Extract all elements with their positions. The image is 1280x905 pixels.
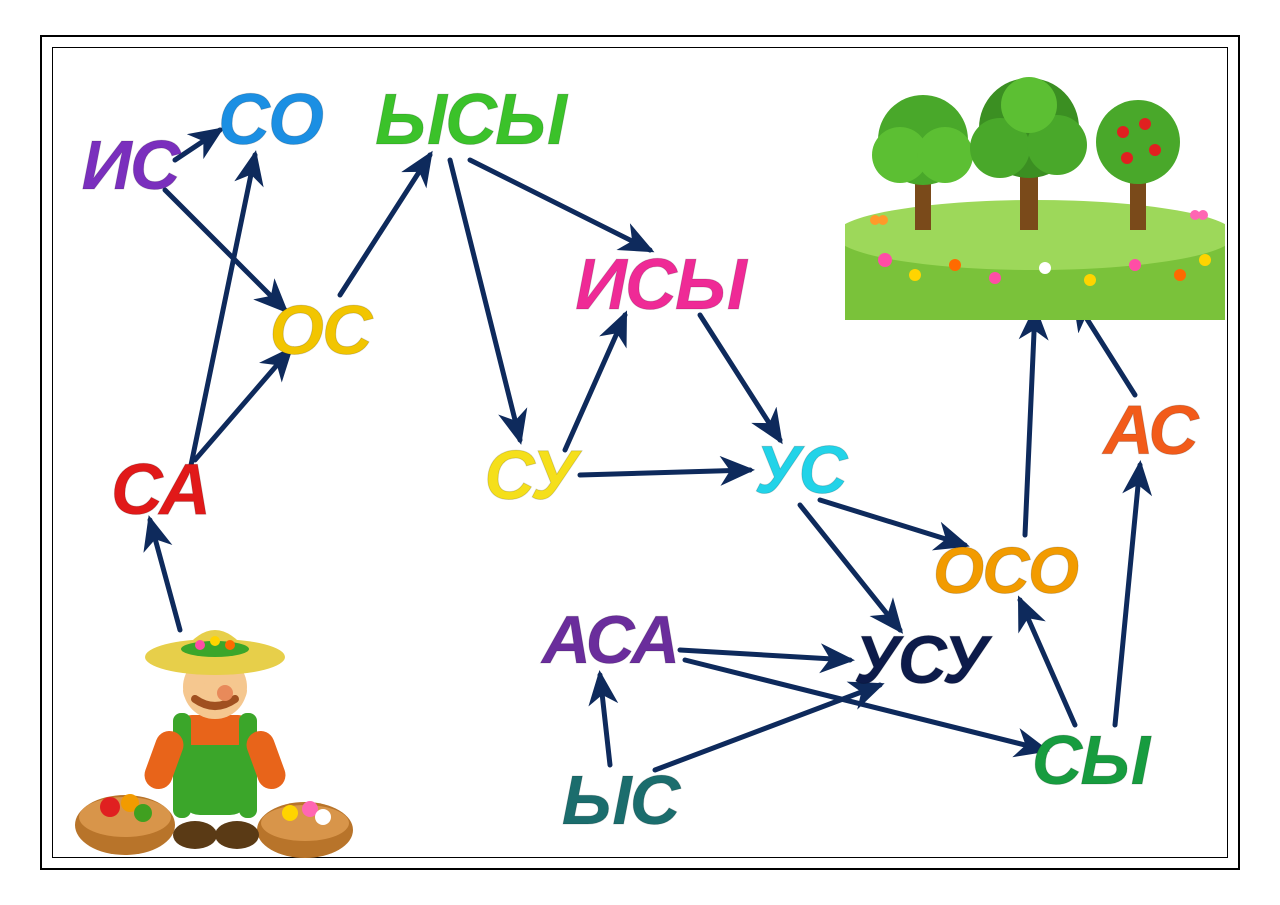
syllable-su: СУ [484,435,575,515]
syllable-so: СО [218,79,322,161]
syllable-os: ОС [270,290,371,370]
gardener-illustration [65,595,365,875]
syllable-ysy: ЫСЫ [375,79,565,161]
syllable-ys: ЫС [562,760,679,840]
syllable-oso: ОСО [933,532,1077,608]
syllable-is: ИС [82,125,179,205]
syllable-sy: СЫ [1032,720,1149,800]
syllable-sa: СА [111,449,209,531]
orchard-illustration [845,60,1225,320]
syllable-isy: ИСЫ [575,244,745,326]
syllable-usu: УСУ [854,621,987,699]
syllable-ac: АС [1103,390,1197,470]
syllable-us: УС [754,431,845,509]
syllable-asa: АСА [542,601,678,679]
